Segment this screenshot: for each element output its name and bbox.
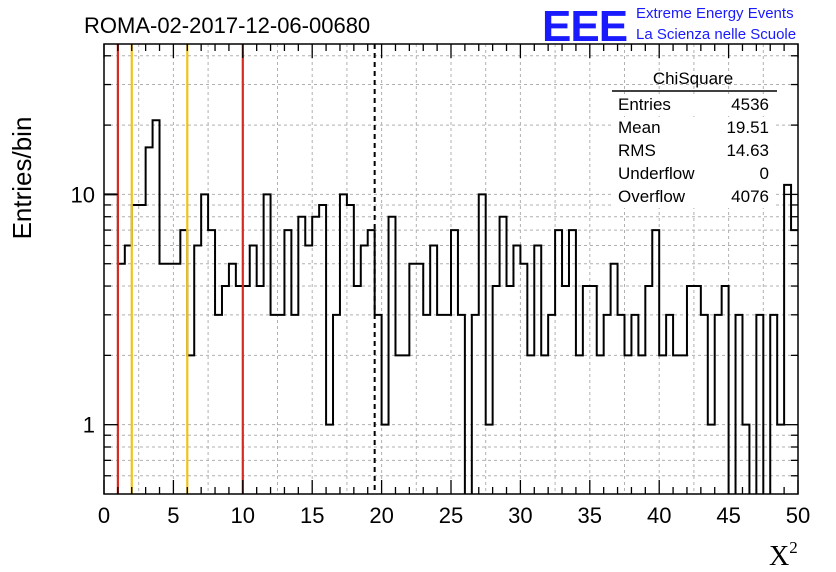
x-axis-label-sup: 2: [789, 538, 798, 557]
stats-value-underflow: 0: [760, 164, 769, 183]
threshold-lines: [116, 44, 376, 494]
logo-line-1: Extreme Energy Events: [636, 5, 794, 22]
axis-ticks: 0 5 10 15 20 25 30 35 40 45 50 1 10: [71, 44, 810, 528]
x-axis-label: X2: [769, 538, 798, 572]
x-tick-label: 10: [231, 503, 255, 528]
x-tick-label: 15: [300, 503, 324, 528]
stats-label-overflow: Overflow: [618, 187, 686, 206]
logo-line-2: La Scienza nelle Scuole: [636, 26, 796, 43]
x-tick-label: 0: [98, 503, 110, 528]
stats-label-rms: RMS: [618, 141, 656, 160]
eee-logo: EEE Extreme Energy Events La Scienza nel…: [542, 2, 796, 51]
x-tick-label: 20: [369, 503, 393, 528]
x-tick-label: 5: [167, 503, 179, 528]
x-tick-label: 40: [647, 503, 671, 528]
stats-row-bg: [614, 94, 774, 116]
stats-row-bg: [614, 163, 774, 185]
stats-row-bg: [614, 186, 774, 208]
logo-mark: EEE: [542, 2, 627, 51]
stats-value-overflow: 4076: [731, 187, 769, 206]
histogram-bars: [104, 119, 798, 494]
stats-value-rms: 14.63: [726, 141, 769, 160]
stats-label-mean: Mean: [618, 118, 661, 137]
y-axis-label: Entries/bin: [7, 117, 37, 240]
chart-title: ROMA-02-2017-12-06-00680: [84, 13, 370, 38]
y-tick-label: 1: [83, 413, 95, 438]
stats-value-entries: 4536: [731, 95, 769, 114]
x-tick-label: 50: [786, 503, 810, 528]
stats-title: ChiSquare: [653, 69, 733, 88]
x-tick-label: 35: [578, 503, 602, 528]
x-tick-label: 25: [439, 503, 463, 528]
histogram-outline: [104, 119, 798, 494]
x-tick-label: 30: [508, 503, 532, 528]
stats-box: ChiSquare Entries 4536 Mean 19.51 RMS 14.63 Un…: [612, 69, 777, 208]
stats-label-entries: Entries: [618, 95, 671, 114]
x-tick-label: 45: [716, 503, 740, 528]
stats-value-mean: 19.51: [726, 118, 769, 137]
y-tick-label: 10: [71, 182, 95, 207]
x-axis-label-base: X: [769, 541, 789, 572]
stats-row-bg: [614, 140, 774, 162]
stats-label-underflow: Underflow: [618, 164, 695, 183]
stats-row-bg: [614, 117, 774, 139]
stats-rows: Entries 4536 Mean 19.51 RMS 14.63 Underflow 0 Ov…: [614, 94, 774, 208]
